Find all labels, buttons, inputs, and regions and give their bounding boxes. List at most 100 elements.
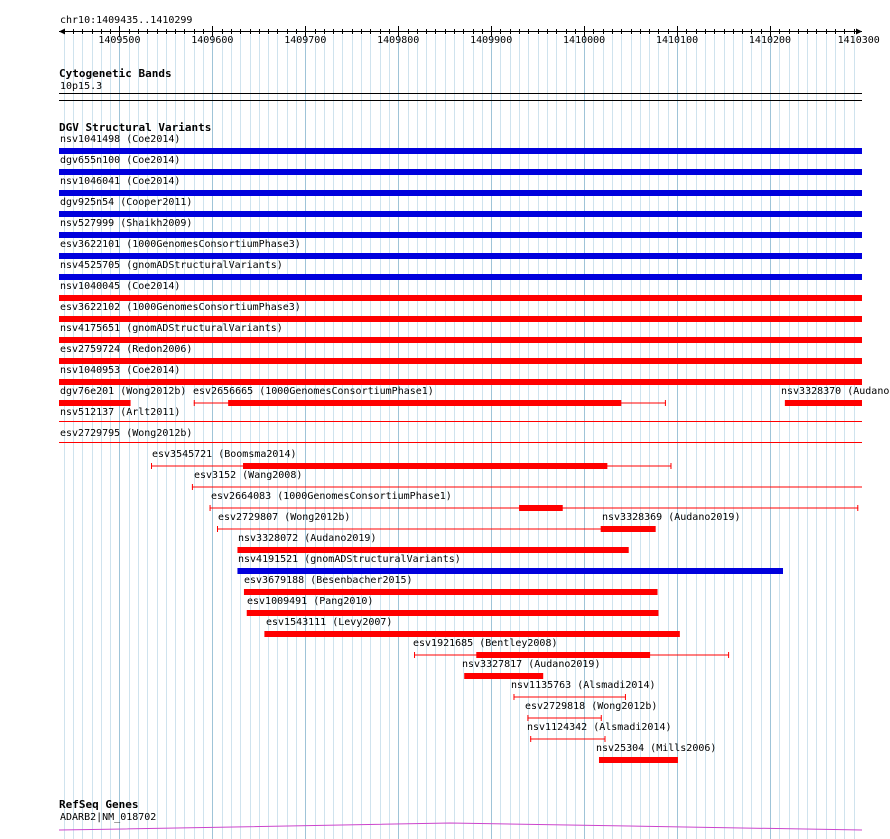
dgv-feature-label[interactable]: esv2729795 (Wong2012b) (60, 428, 193, 439)
dgv-feature-block (784, 400, 862, 406)
dgv-feature-label[interactable]: esv1543111 (Levy2007) (266, 617, 393, 628)
dgv-feature-label[interactable]: dgv655n100 (Coe2014) (60, 155, 181, 166)
refseq-gene-line (58, 822, 863, 831)
dgv-feature-block (59, 232, 862, 238)
dgv-feature[interactable] (193, 400, 666, 406)
ruler-tick-label: 1410300 (837, 35, 880, 46)
refseq-gene-label: ADARB2|NM_018702 (60, 812, 157, 823)
dgv-feature-label[interactable]: nsv1041498 (Coe2014) (60, 134, 181, 145)
dgv-feature-label[interactable]: nsv1135763 (Alsmadi2014) (511, 680, 656, 691)
dgv-feature-block (59, 169, 862, 175)
refseq-track-title: RefSeq Genes (59, 798, 139, 811)
dgv-feature-label[interactable]: esv2729807 (Wong2012b) (218, 512, 351, 523)
dgv-feature-block (59, 253, 862, 259)
dgv-feature[interactable] (414, 652, 730, 658)
dgv-feature-block (243, 589, 658, 595)
dgv-feature[interactable] (513, 694, 626, 700)
dgv-feature-block (228, 400, 622, 406)
dgv-feature[interactable] (784, 400, 862, 406)
dgv-track-title: DGV Structural Variants (59, 121, 212, 134)
dgv-feature[interactable] (600, 526, 656, 532)
ruler-tick-label: 1409900 (470, 35, 513, 46)
dgv-feature[interactable] (243, 589, 658, 595)
dgv-feature-block (59, 316, 862, 322)
dgv-feature[interactable] (59, 232, 862, 238)
dgv-feature[interactable] (264, 631, 680, 637)
ruler-tick-label: 1410100 (655, 35, 699, 46)
dgv-feature[interactable] (59, 148, 862, 154)
dgv-feature-label[interactable]: nsv512137 (Arlt2011) (60, 407, 181, 418)
locus-label: chr10:1409435..1410299 (60, 15, 193, 26)
dgv-feature[interactable] (59, 211, 862, 217)
cytoband-label: 10p15.3 (60, 81, 103, 92)
dgv-feature[interactable] (59, 379, 862, 385)
dgv-feature-label[interactable]: esv2664083 (1000GenomesConsortiumPhase1) (211, 491, 452, 502)
dgv-feature[interactable] (59, 400, 131, 406)
dgv-feature-label[interactable]: esv2759724 (Redon2006) (60, 344, 193, 355)
dgv-feature-label[interactable]: nsv527999 (Shaikh2009) (60, 218, 193, 229)
dgv-feature-block (59, 211, 862, 217)
dgv-feature[interactable] (237, 568, 784, 574)
ruler-tick-label: 1410200 (748, 35, 792, 46)
dgv-feature[interactable] (464, 673, 544, 679)
dgv-feature-block (264, 631, 680, 637)
dgv-feature[interactable] (209, 505, 859, 511)
dgv-feature[interactable] (151, 463, 672, 469)
dgv-feature[interactable] (59, 358, 862, 364)
dgv-feature-label[interactable]: esv3679188 (Besenbacher2015) (244, 575, 413, 586)
dgv-feature[interactable] (191, 484, 862, 490)
dgv-feature[interactable] (246, 610, 659, 616)
dgv-feature-block (59, 400, 131, 406)
dgv-feature[interactable] (598, 757, 678, 763)
dgv-feature-block (464, 673, 544, 679)
dgv-feature-label[interactable]: nsv1040953 (Coe2014) (60, 365, 181, 376)
dgv-feature[interactable] (59, 253, 862, 259)
dgv-feature-label[interactable]: nsv4175651 (gnomADStructuralVariants) (60, 323, 283, 334)
dgv-feature-label[interactable]: dgv925n54 (Cooper2011) (60, 197, 193, 208)
dgv-feature-label[interactable]: nsv3328072 (Audano2019) (238, 533, 377, 544)
dgv-feature-label[interactable]: nsv1040045 (Coe2014) (60, 281, 181, 292)
dgv-feature-label[interactable]: nsv1124342 (Alsmadi2014) (527, 722, 672, 733)
dgv-feature[interactable] (216, 526, 602, 532)
dgv-feature-label[interactable]: esv3622101 (1000GenomesConsortiumPhase3) (60, 239, 301, 250)
ruler-left-arrow (59, 28, 65, 35)
dgv-feature[interactable] (59, 190, 862, 196)
dgv-feature-block (59, 190, 862, 196)
dgv-feature[interactable] (530, 736, 606, 742)
dgv-feature[interactable] (527, 715, 602, 721)
dgv-feature[interactable] (59, 337, 862, 343)
ruler-tick-label: 1409800 (377, 35, 420, 46)
dgv-feature[interactable] (59, 169, 862, 175)
dgv-feature-label[interactable]: nsv4525705 (gnomADStructuralVariants) (60, 260, 283, 271)
dgv-feature-block (237, 547, 629, 553)
ruler-tick-label: 1409700 (284, 35, 327, 46)
dgv-feature-block (519, 505, 563, 511)
dgv-feature-label[interactable]: nsv4191521 (gnomADStructuralVariants) (238, 554, 461, 565)
dgv-feature-label[interactable]: esv3622102 (1000GenomesConsortiumPhase3) (60, 302, 301, 313)
dgv-feature-block (243, 463, 608, 469)
dgv-feature[interactable] (59, 295, 862, 301)
dgv-feature-block (59, 148, 862, 154)
dgv-feature[interactable] (59, 274, 862, 280)
dgv-feature-label[interactable]: esv2656665 (1000GenomesConsortiumPhase1) (193, 386, 434, 397)
dgv-feature-block (246, 610, 659, 616)
dgv-feature-label[interactable]: esv3152 (Wang2008) (194, 470, 303, 481)
dgv-feature-label[interactable]: esv1009491 (Pang2010) (247, 596, 374, 607)
dgv-feature-block (600, 526, 656, 532)
ruler-right-arrow (856, 28, 862, 35)
dgv-feature-label[interactable]: esv3545721 (Boomsma2014) (152, 449, 297, 460)
dgv-feature-label[interactable]: esv2729818 (Wong2012b) (525, 701, 658, 712)
dgv-feature[interactable] (59, 316, 862, 322)
dgv-feature-label[interactable]: nsv25304 (Mills2006) (596, 743, 717, 754)
dgv-feature-block (59, 337, 862, 343)
dgv-feature-label[interactable]: nsv3328369 (Audano2019) (602, 512, 741, 523)
dgv-feature-label[interactable]: nsv3327817 (Audano2019) (462, 659, 601, 670)
dgv-feature-label[interactable]: dgv76e201 (Wong2012b) (60, 386, 187, 397)
cytoband-track-title: Cytogenetic Bands (59, 67, 172, 80)
dgv-feature-label[interactable]: nsv3328370 (Audano2019) (781, 386, 890, 397)
dgv-feature[interactable] (237, 547, 629, 553)
dgv-feature-label[interactable]: nsv1046041 (Coe2014) (60, 176, 181, 187)
dgv-feature-label[interactable]: esv1921685 (Bentley2008) (413, 638, 558, 649)
ruler-tick-label: 1409500 (98, 35, 141, 46)
dgv-feature-block (59, 379, 862, 385)
